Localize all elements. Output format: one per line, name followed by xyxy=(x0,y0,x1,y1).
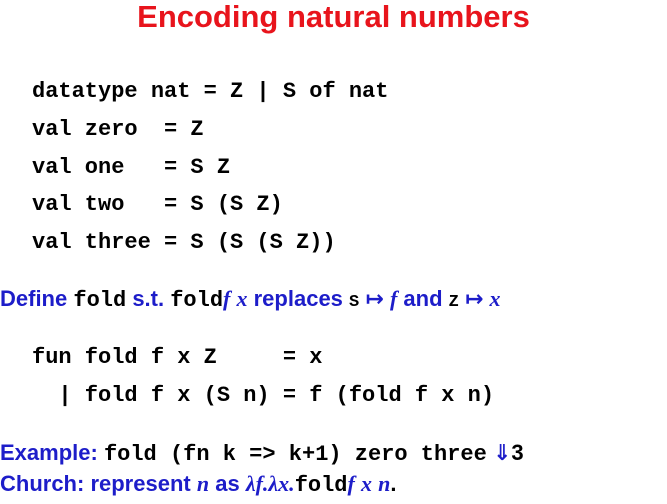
define-st-word: s.t. xyxy=(132,286,165,311)
define-var-x: x xyxy=(236,286,248,311)
define-word: Define xyxy=(0,286,68,311)
church-var-x: x xyxy=(360,471,372,496)
church-var-n: n xyxy=(196,471,210,496)
church-as-word: as xyxy=(215,471,240,496)
code-line-one: val one = S Z xyxy=(32,155,231,180)
church-fold-code: fold xyxy=(294,473,348,498)
example-result: 3 xyxy=(511,440,524,465)
example-line: Example: fold (fn k => k+1) zero three ⇓… xyxy=(0,441,524,467)
code-line-three: val three = S (S (S Z)) xyxy=(32,230,336,255)
lambda-f: λf. xyxy=(245,471,269,496)
define-var-f: f xyxy=(223,286,231,311)
lambda-x: λx. xyxy=(268,471,295,496)
code-line-zero: val zero = Z xyxy=(32,117,204,142)
code-line-fun-fold: fun fold f x Z = x xyxy=(32,345,323,370)
church-var-n-2: n xyxy=(378,471,391,496)
church-var-f: f xyxy=(347,471,355,496)
example-label: Example: xyxy=(0,440,98,465)
define-replaces-word: replaces xyxy=(253,286,343,311)
define-line: Define fold s.t. foldf x replaces S ↦ f … xyxy=(0,287,501,315)
church-line: Church: represent n as λf.λx.foldf x n. xyxy=(0,472,396,498)
mapsto-icon: ↦ xyxy=(365,287,384,312)
code-line-two: val two = S (S Z) xyxy=(32,192,283,217)
define-Z-code: Z xyxy=(448,293,459,312)
example-code: fold (fn k => k+1) zero three xyxy=(103,442,487,467)
church-period: . xyxy=(390,471,397,496)
slide-title: Encoding natural numbers xyxy=(137,0,530,34)
define-S-code: S xyxy=(349,293,360,312)
church-label: Church: represent xyxy=(0,471,191,496)
define-var-x-2: x xyxy=(489,286,501,311)
define-var-f-2: f xyxy=(389,286,398,311)
mapsto-icon-2: ↦ xyxy=(464,287,484,312)
define-fold-code-2: fold xyxy=(170,288,224,313)
down-double-arrow-icon: ⇓ xyxy=(492,441,512,466)
code-line-fold-case: | fold f x (S n) = f (fold f x n) xyxy=(32,383,495,408)
code-line-datatype: datatype nat = Z | S of nat xyxy=(32,79,389,104)
define-and-word: and xyxy=(403,286,443,311)
define-fold-code: fold xyxy=(73,288,127,313)
